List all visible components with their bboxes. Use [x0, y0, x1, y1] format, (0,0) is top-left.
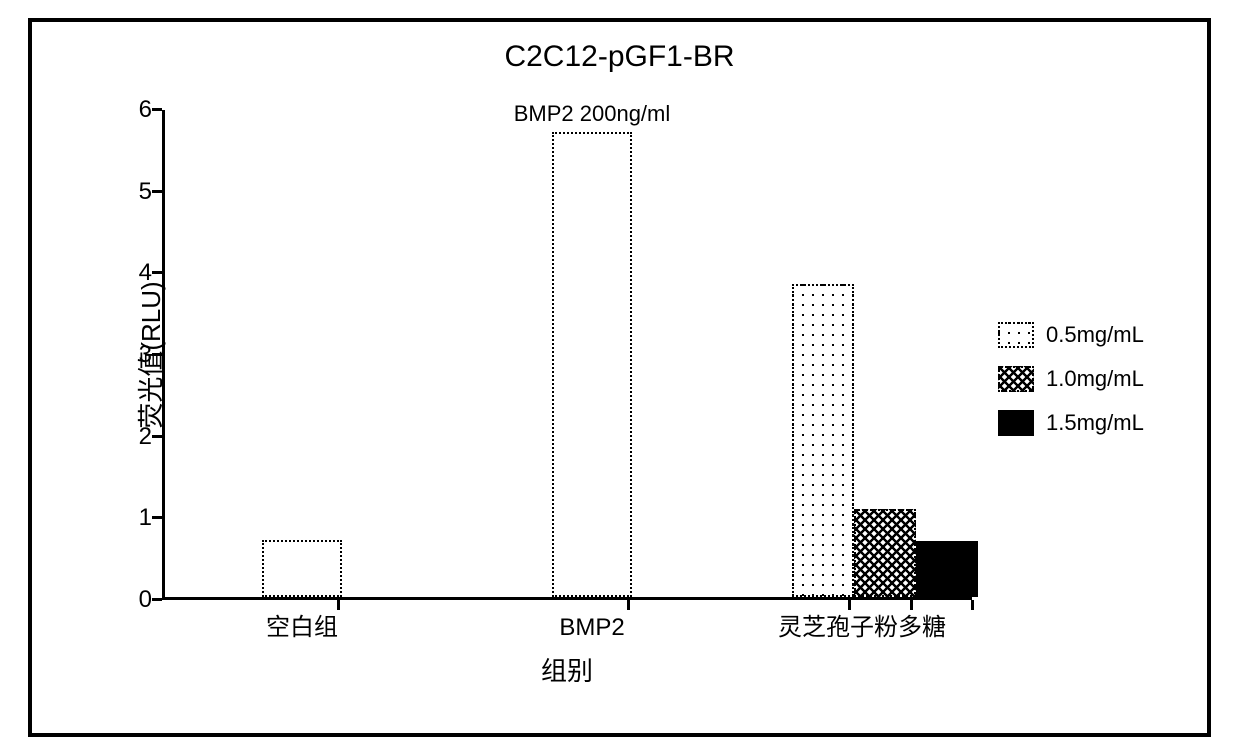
- y-tick-label: 5: [92, 178, 152, 206]
- bar: [552, 132, 632, 598]
- x-tick: [627, 600, 630, 610]
- y-tick: [152, 190, 162, 193]
- legend-swatch: [998, 366, 1034, 392]
- y-tick-label: 4: [92, 259, 152, 287]
- y-tick-label: 3: [92, 341, 152, 369]
- y-tick: [152, 353, 162, 356]
- figure-frame: C2C12-pGF1-BR 荧光值(RLU) 组别 0123456BMP2 20…: [28, 18, 1211, 737]
- y-tick-label: 6: [92, 96, 152, 124]
- legend: 0.5mg/mL 1.0mg/mL 1.5mg/mL: [998, 322, 1144, 436]
- x-group-label: 灵芝孢子粉多糖: [778, 607, 946, 642]
- bar: [916, 541, 978, 597]
- legend-swatch: [998, 410, 1034, 436]
- legend-label: 1.5mg/mL: [1046, 410, 1144, 436]
- legend-label: 1.0mg/mL: [1046, 366, 1144, 392]
- legend-item: 0.5mg/mL: [998, 322, 1144, 348]
- legend-swatch: [998, 322, 1034, 348]
- y-tick-label: 2: [92, 423, 152, 451]
- bar-annotation: BMP2 200ng/ml: [514, 101, 671, 127]
- y-tick: [152, 108, 162, 111]
- legend-item: 1.0mg/mL: [998, 366, 1144, 392]
- x-axis-title: 组别: [162, 651, 972, 688]
- plot-area: 荧光值(RLU) 组别 0123456BMP2 200ng/ml空白组BMP2灵…: [162, 110, 972, 600]
- y-tick-label: 0: [92, 586, 152, 614]
- bar: [854, 509, 916, 597]
- x-group-label: 空白组: [266, 607, 338, 642]
- bar: [262, 540, 342, 597]
- y-tick: [152, 516, 162, 519]
- legend-item: 1.5mg/mL: [998, 410, 1144, 436]
- y-tick: [152, 271, 162, 274]
- y-tick: [152, 435, 162, 438]
- x-group-label: BMP2: [559, 614, 624, 642]
- y-tick-label: 1: [92, 504, 152, 532]
- x-tick: [971, 600, 974, 610]
- bar: [792, 284, 854, 597]
- y-tick: [152, 598, 162, 601]
- chart-title: C2C12-pGF1-BR: [32, 40, 1207, 74]
- legend-label: 0.5mg/mL: [1046, 322, 1144, 348]
